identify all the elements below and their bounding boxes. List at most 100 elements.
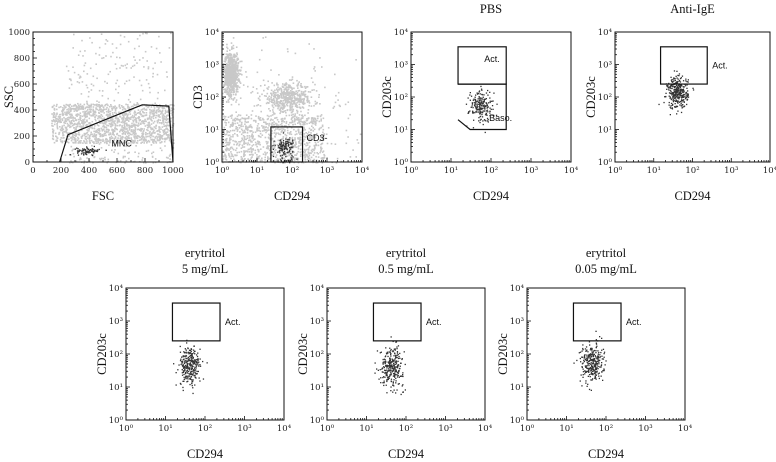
event-point — [62, 137, 64, 139]
event-point — [254, 119, 257, 122]
event-point — [225, 100, 228, 103]
event-point — [104, 104, 106, 107]
event-point — [239, 82, 242, 84]
event-point — [228, 156, 231, 158]
event-point — [152, 109, 155, 112]
event-point — [487, 102, 490, 104]
event-point — [277, 106, 280, 108]
event-point — [319, 57, 321, 59]
event-point — [288, 154, 290, 156]
event-point — [124, 136, 126, 139]
event-point — [313, 89, 315, 91]
event-point — [476, 92, 478, 94]
event-point — [75, 140, 77, 142]
event-point — [117, 137, 119, 139]
event-point — [148, 126, 150, 128]
event-point — [285, 100, 288, 102]
event-point — [156, 106, 158, 108]
event-point — [165, 119, 168, 121]
event-point — [668, 86, 670, 88]
event-point — [228, 94, 230, 97]
event-point — [147, 67, 150, 70]
event-point — [480, 85, 482, 88]
event-point — [115, 67, 118, 70]
event-cloud — [222, 36, 362, 164]
event-point — [152, 112, 154, 115]
event-point — [60, 127, 63, 130]
event-point — [92, 103, 95, 106]
event-point — [234, 63, 237, 65]
event-point — [237, 64, 239, 67]
event-point — [277, 145, 279, 147]
event-point — [66, 114, 68, 116]
event-point — [280, 155, 283, 157]
event-point — [56, 112, 58, 115]
event-point — [290, 102, 293, 104]
event-point — [232, 44, 235, 47]
event-point — [291, 150, 294, 152]
event-point — [170, 140, 172, 143]
event-point — [235, 101, 237, 103]
event-point — [306, 118, 308, 120]
event-point — [223, 129, 226, 132]
event-point — [95, 107, 97, 109]
event-point — [94, 111, 97, 114]
event-point — [685, 91, 688, 94]
event-point — [324, 86, 326, 89]
event-point — [277, 126, 279, 129]
event-point — [64, 120, 66, 123]
event-point — [93, 130, 95, 133]
event-point — [293, 120, 296, 123]
event-point — [224, 158, 227, 160]
event-point — [306, 133, 309, 135]
event-point — [230, 94, 233, 96]
event-point — [283, 150, 286, 153]
event-point — [294, 154, 296, 156]
event-point — [149, 130, 151, 133]
event-point — [485, 105, 487, 107]
event-point — [309, 138, 311, 140]
event-point — [306, 101, 309, 103]
event-point — [109, 114, 111, 117]
event-point — [67, 70, 70, 72]
event-point — [252, 86, 255, 88]
event-point — [240, 133, 243, 136]
event-point — [82, 148, 84, 150]
event-point — [479, 113, 481, 115]
event-point — [252, 160, 254, 162]
event-point — [236, 151, 238, 154]
event-point — [149, 134, 152, 137]
event-point — [77, 150, 79, 152]
event-point — [244, 117, 246, 120]
event-point — [66, 122, 69, 125]
event-point — [159, 116, 161, 118]
y-tick-label: 200 — [14, 132, 30, 142]
event-point — [231, 155, 233, 157]
event-point — [120, 121, 123, 124]
event-point — [143, 122, 146, 125]
x-tick-label: 600 — [109, 166, 125, 176]
event-point — [104, 123, 107, 125]
event-point — [289, 96, 292, 99]
event-point — [88, 106, 91, 109]
event-point — [142, 131, 144, 133]
event-point — [88, 112, 91, 115]
event-point — [319, 127, 321, 130]
event-point — [312, 118, 315, 121]
event-point — [84, 50, 86, 52]
event-point — [276, 88, 278, 91]
event-point — [77, 122, 80, 124]
event-point — [115, 88, 117, 91]
event-point — [319, 139, 321, 142]
event-point — [93, 152, 95, 154]
event-point — [291, 117, 293, 120]
event-point — [155, 142, 158, 144]
event-point — [74, 122, 76, 125]
event-point — [156, 121, 159, 124]
event-point — [672, 92, 675, 94]
event-point — [285, 134, 288, 137]
event-point — [288, 147, 291, 149]
event-point — [77, 54, 80, 56]
event-point — [230, 98, 233, 100]
event-point — [271, 122, 274, 124]
